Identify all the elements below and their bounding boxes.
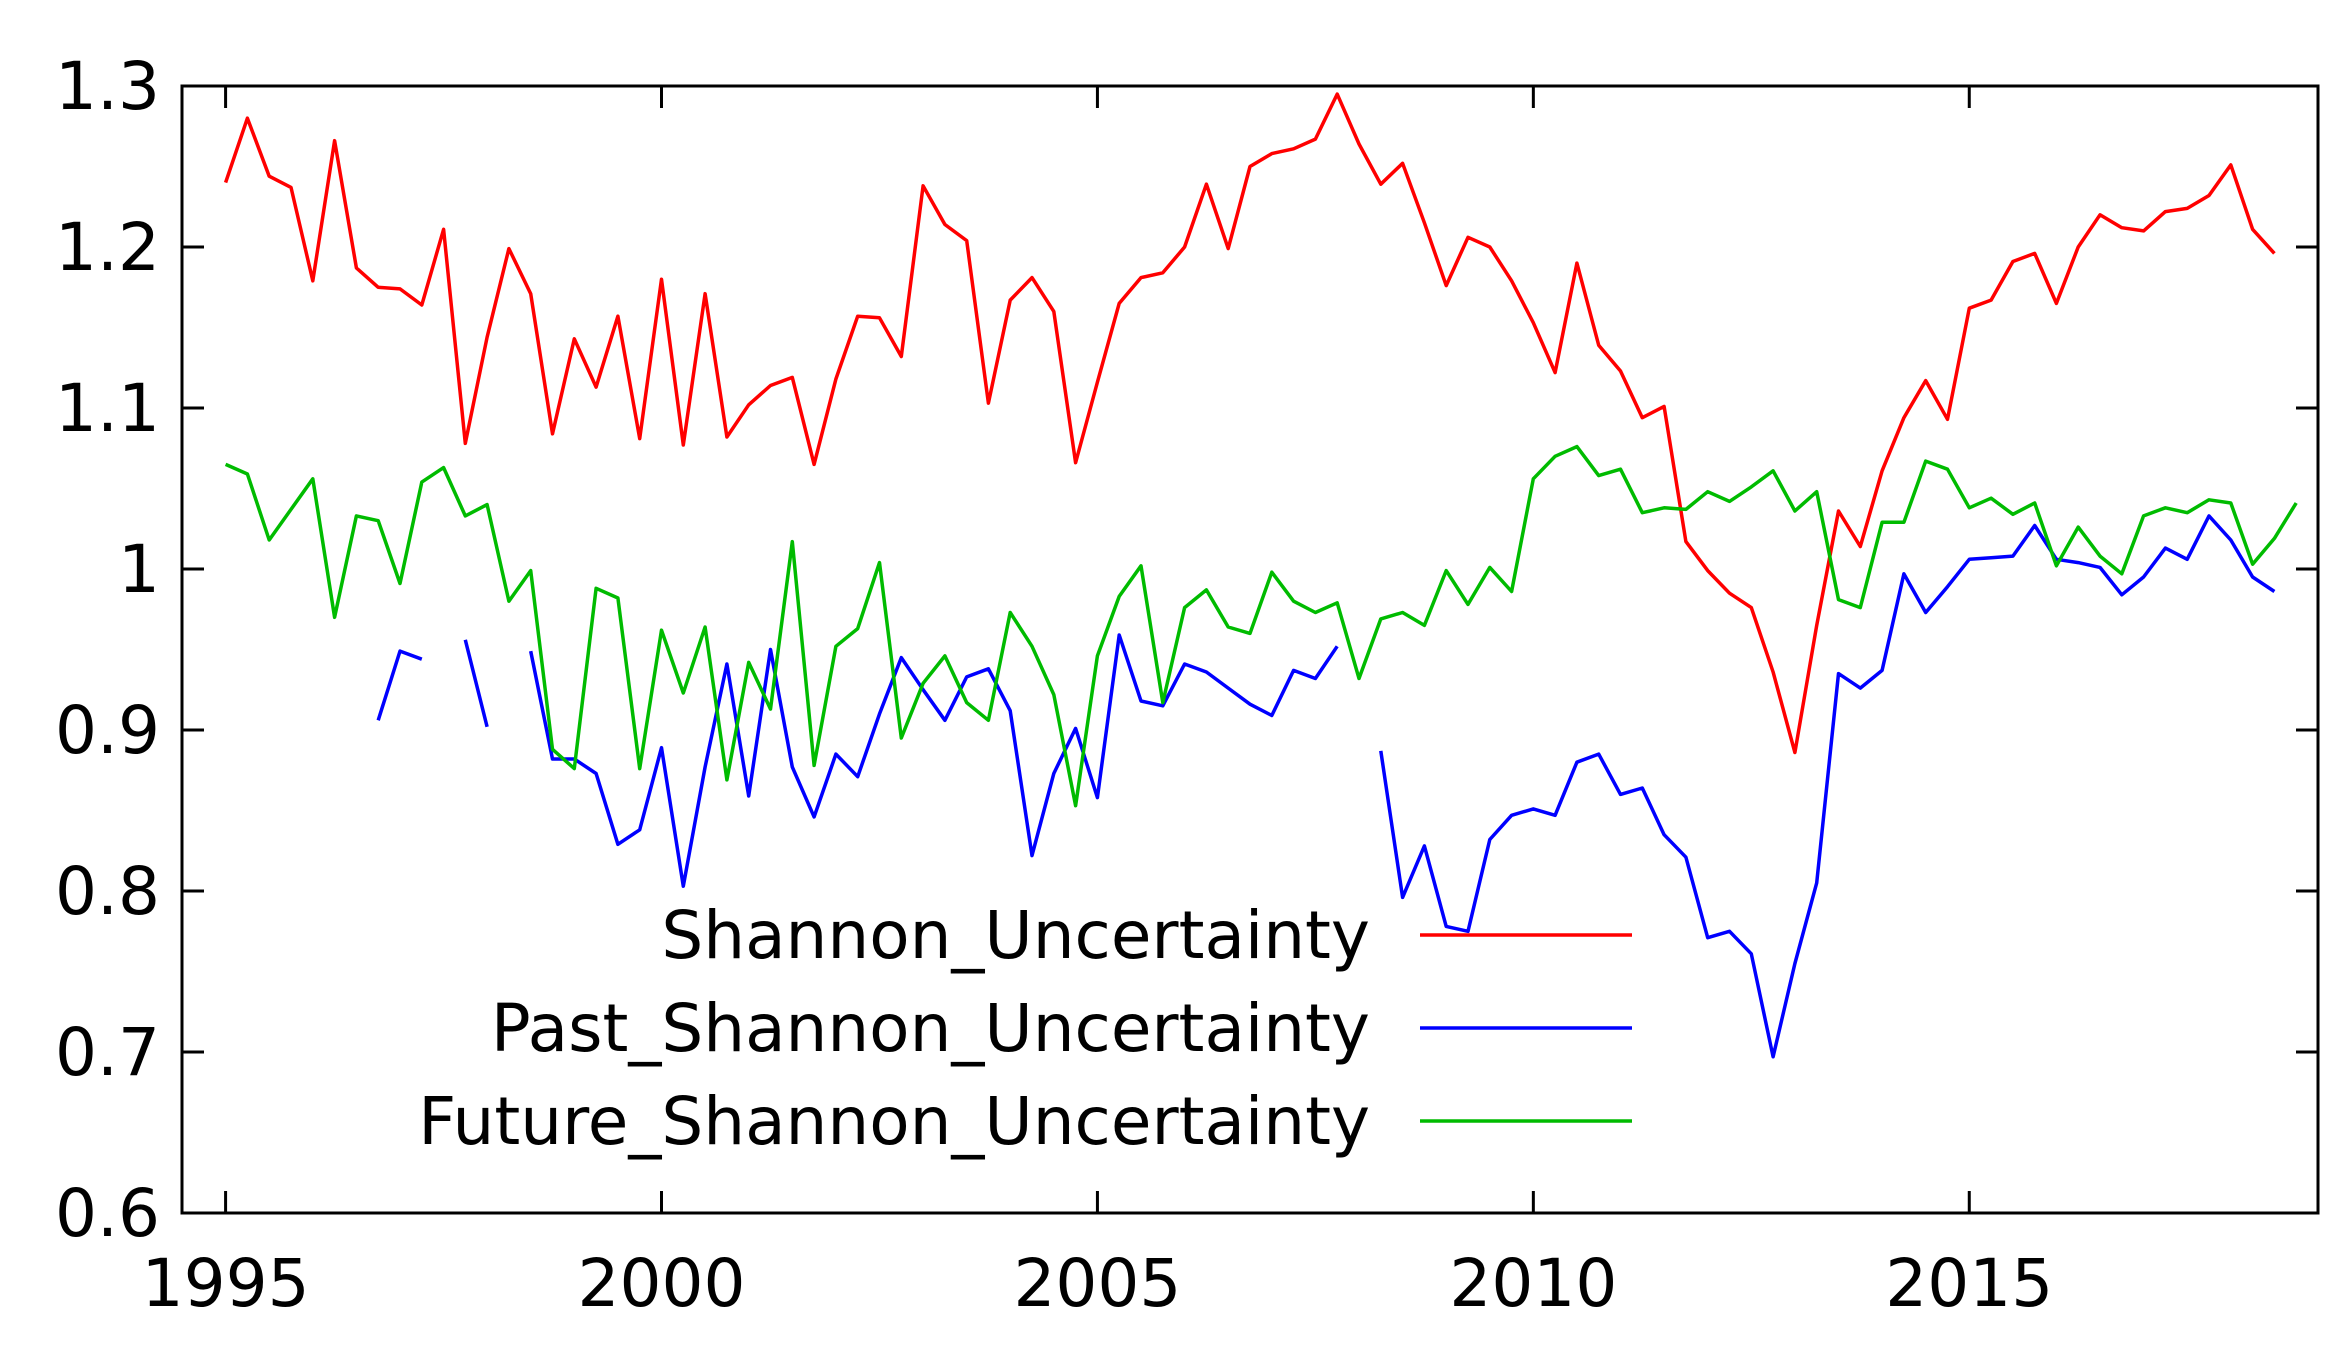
legend: Shannon_Uncertainty Past_Shannon_Uncertai… <box>418 897 1632 1160</box>
x-tick-label: 1995 <box>142 1245 310 1322</box>
x-tick-label: 2010 <box>1449 1245 1617 1322</box>
series-line-future-shannon-uncertainty <box>224 444 2298 808</box>
plot-frame <box>180 84 2320 1215</box>
y-tick-label: 1.1 <box>55 370 160 447</box>
series-line-past-shannon-uncertainty <box>376 514 2276 1059</box>
y-tick-label: 0.9 <box>55 692 160 769</box>
y-tick-label: 1.3 <box>55 48 160 125</box>
y-tick-label: 0.8 <box>55 853 160 930</box>
legend-label: Future_Shannon_Uncertainty <box>418 1083 1370 1160</box>
x-tick-label: 2005 <box>1013 1245 1181 1322</box>
x-tick-label: 2000 <box>578 1245 746 1322</box>
x-axis-tick-labels: 1995 2000 2005 2010 2015 <box>142 1245 2054 1322</box>
series-layer <box>223 92 2298 1059</box>
y-tick-label: 1.2 <box>55 209 160 286</box>
legend-label: Shannon_Uncertainty <box>661 897 1370 974</box>
series-line-shannon-uncertainty <box>223 92 2276 755</box>
legend-label: Past_Shannon_Uncertainty <box>491 990 1370 1067</box>
y-tick-label: 0.6 <box>55 1175 160 1252</box>
y-axis-tick-labels: 0.6 0.7 0.8 0.9 1 1.1 1.2 1.3 <box>55 48 160 1252</box>
y-tick-label: 1 <box>118 531 160 608</box>
y-tick-label: 0.7 <box>55 1014 160 1091</box>
x-tick-label: 2015 <box>1885 1245 2053 1322</box>
